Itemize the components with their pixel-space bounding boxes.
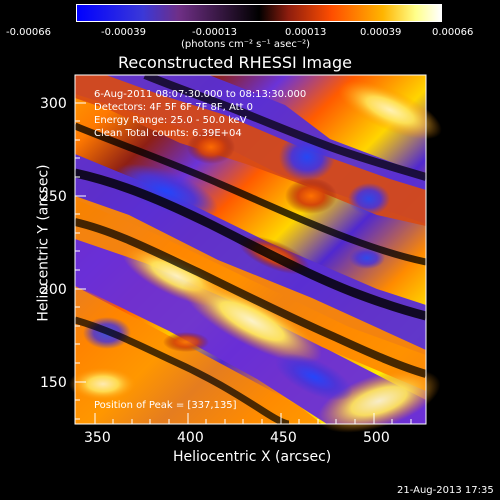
- info-counts: Clean Total counts: 6.39E+04: [94, 128, 242, 139]
- y-tick-150: 150: [40, 375, 67, 391]
- colorbar-tick-4: 0.00013: [285, 27, 327, 38]
- footer-timestamp: 21-Aug-2013 17:35: [397, 485, 494, 496]
- info-energy-range: Energy Range: 25.0 - 50.0 keV: [94, 115, 247, 126]
- colorbar-tick-3: -0.00013: [192, 27, 237, 38]
- peak-position: Position of Peak = [337,135]: [94, 400, 237, 411]
- x-tick-450: 450: [270, 430, 297, 446]
- colorbar-tick-5: 0.00039: [360, 27, 402, 38]
- colorbar-tick-6: 0.00066: [432, 27, 474, 38]
- colorbar-unit-label: (photons cm⁻² s⁻¹ asec⁻²): [181, 39, 311, 50]
- colorbar-tick-1: -0.00066: [6, 27, 51, 38]
- x-axis-label: Heliocentric X (arcsec): [173, 449, 332, 465]
- rhessi-image: [69, 71, 442, 433]
- x-tick-400: 400: [177, 430, 204, 446]
- x-tick-500: 500: [363, 430, 390, 446]
- plot-title: Reconstructed RHESSI Image: [118, 53, 352, 72]
- info-time-range: 6-Aug-2011 08:07:30.000 to 08:13:30.000: [94, 89, 307, 100]
- y-tick-300: 300: [40, 96, 67, 112]
- y-tick-250: 250: [40, 189, 67, 205]
- colorbar: [76, 4, 442, 22]
- colorbar-tick-2: -0.00039: [101, 27, 146, 38]
- info-detectors: Detectors: 4F 5F 6F 7F 8F, Att 0: [94, 102, 254, 113]
- x-tick-350: 350: [84, 430, 111, 446]
- y-axis-label: Heliocentric Y (arcsec): [35, 164, 52, 322]
- y-tick-200: 200: [40, 282, 67, 298]
